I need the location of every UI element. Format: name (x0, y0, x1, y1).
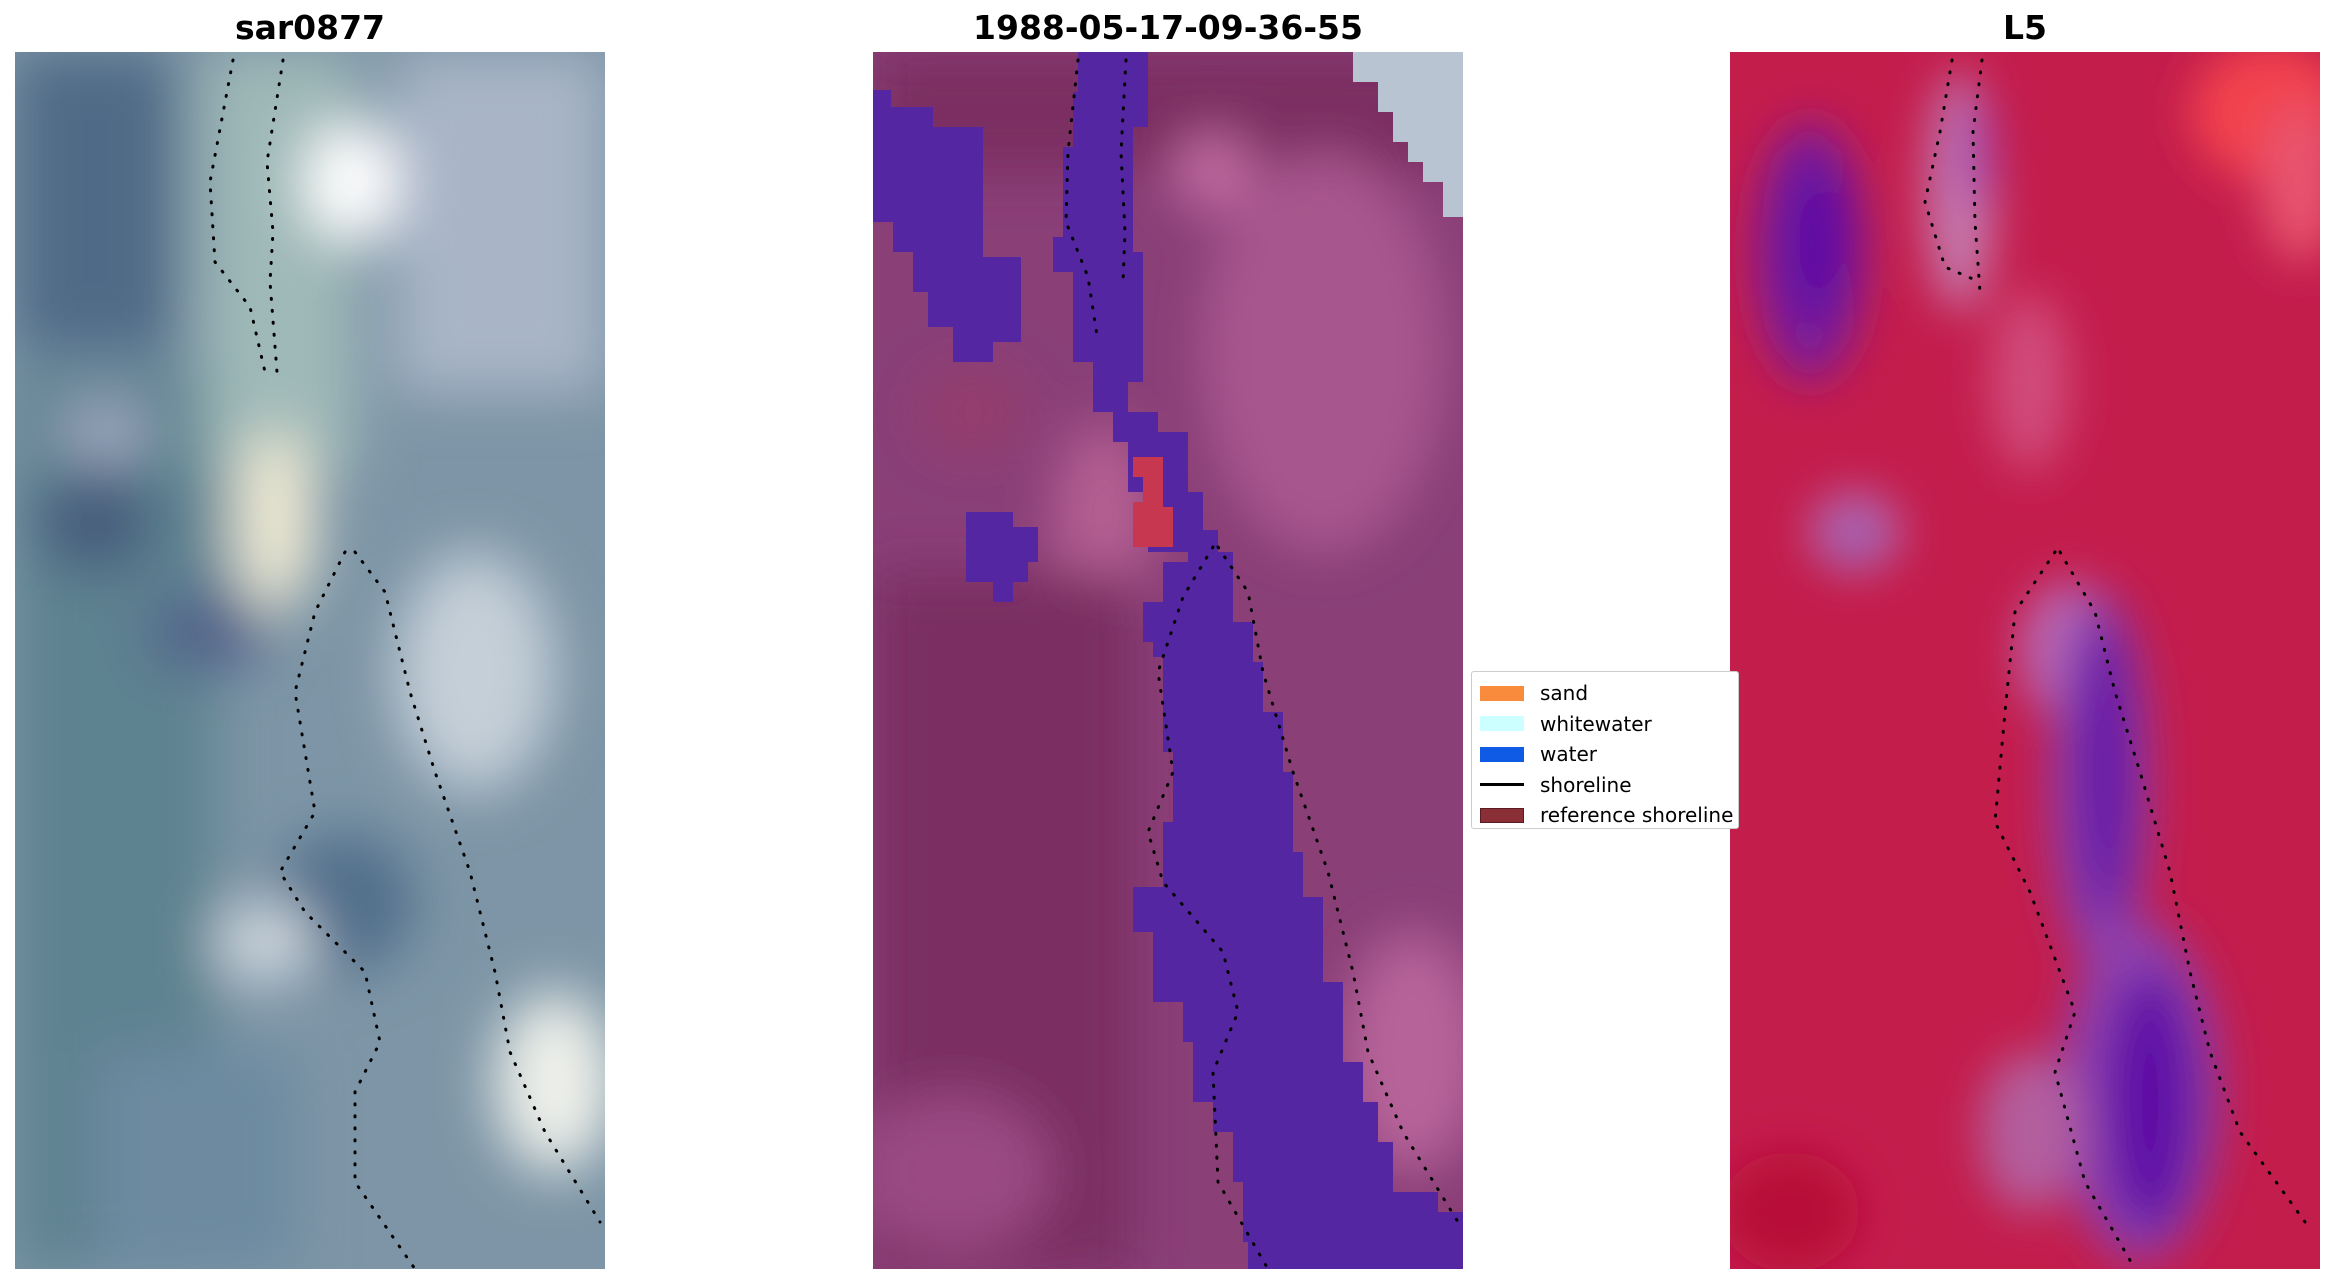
rgb-image-panel (15, 52, 605, 1269)
legend-item-whitewater: whitewater (1480, 709, 1738, 740)
shoreline-line-swatch (1480, 783, 1524, 787)
legend-label: sand (1540, 681, 1589, 706)
legend-label: shoreline (1540, 772, 1632, 797)
rgb-image (15, 52, 605, 1269)
index-image (1730, 52, 2320, 1269)
classified-image-panel (873, 52, 1463, 1269)
whitewater-swatch (1480, 716, 1524, 732)
legend-item-reference-shoreline: reference shoreline (1480, 800, 1738, 828)
sand-swatch (1480, 685, 1524, 701)
panel-title-index: L5 (2003, 8, 2047, 47)
classified-image (873, 52, 1463, 1269)
legend-label: reference shoreline (1540, 803, 1734, 828)
legend-item-shoreline: shoreline (1480, 770, 1738, 801)
water-swatch (1480, 746, 1524, 762)
panel-title-rgb: sar0877 (234, 8, 386, 47)
index-image-panel (1730, 52, 2320, 1269)
panel-title-classified: 1988-05-17-09-36-55 (973, 8, 1363, 47)
legend-label: water (1540, 742, 1597, 767)
legend: sand whitewater water shoreline referenc… (1471, 671, 1739, 829)
reference-shoreline-swatch (1480, 807, 1524, 823)
legend-item-sand: sand (1480, 678, 1738, 709)
legend-label: whitewater (1540, 711, 1652, 736)
legend-item-water: water (1480, 739, 1738, 770)
